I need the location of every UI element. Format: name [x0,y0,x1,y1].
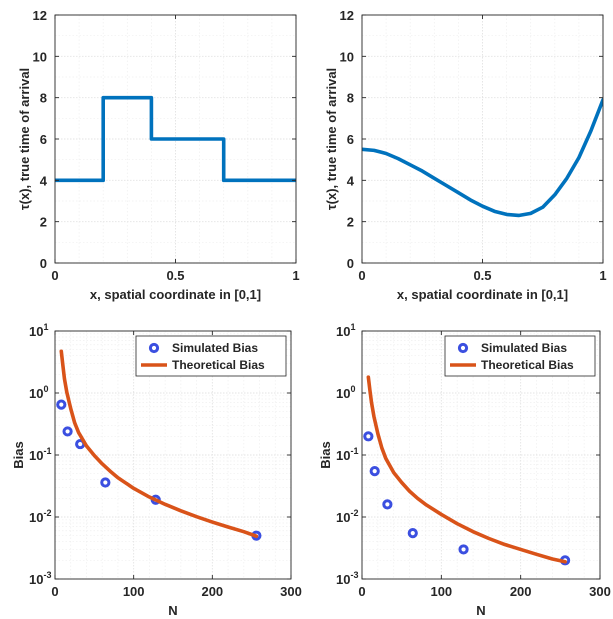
simulated-bias-point [458,544,469,555]
y-axis-label: Bias [11,441,26,468]
y-tick-label: 10-3 [29,570,51,587]
y-tick-label: 2 [347,215,354,230]
y-tick-label: 10-1 [336,446,358,463]
simulated-bias-point [363,431,374,442]
x-tick-label: 0.5 [166,268,184,283]
y-tick-label: 10-2 [29,508,51,525]
x-tick-label: 200 [201,584,223,599]
tau-series-line [55,95,296,183]
x-tick-label: 1 [599,268,606,283]
simulated-bias-point [369,465,380,477]
y-tick-label: 8 [347,91,354,106]
y-tick-label: 101 [336,322,355,339]
x-tick-label: 200 [510,584,532,599]
y-tick-label: 100 [29,384,48,401]
y-tick-label: 8 [40,91,47,106]
y-tick-label: 10-2 [336,508,358,525]
legend-marker-simulated [457,342,469,354]
y-tick-label: 100 [336,384,355,401]
data-layer [363,375,571,566]
y-tick-label: 101 [29,322,48,339]
legend: Simulated Bias Theoretical Bias [444,335,596,377]
tau-series-line [362,97,603,218]
y-tick-label: 10-3 [336,570,358,587]
y-tick-label: 12 [33,8,47,23]
theoretical-bias-line [366,375,567,564]
x-axis-label: x, spatial coordinate in [0,1] [397,287,568,302]
legend-label: Theoretical Bias [172,358,265,372]
y-tick-label: 6 [40,132,47,147]
y-tick-label: 4 [40,173,48,188]
data-layer [56,349,262,541]
x-tick-label: 0 [358,268,365,283]
x-tick-label: 1 [292,268,299,283]
chart-bl: 0 100 200 300 10-3 10-2 10-1 100 101 N Bias Simulat… [11,322,302,618]
legend-box [444,335,596,377]
y-tick-label: 10 [340,49,354,64]
y-tick-label: 0 [40,256,47,271]
legend-label: Simulated Bias [481,341,567,355]
y-tick-label: 2 [40,215,47,230]
y-tick-label: 10 [33,49,47,64]
data-layer [362,97,603,218]
x-axis-label: N [168,603,177,618]
simulated-bias-point [62,426,73,437]
legend-label: Theoretical Bias [481,358,574,372]
y-axis-label: τ(x), true time of arrival [324,68,339,210]
x-tick-label: 0 [51,268,58,283]
x-tick-label: 100 [430,584,452,599]
x-tick-label: 300 [280,584,302,599]
simulated-bias-point [407,527,418,539]
x-tick-label: 300 [589,584,611,599]
simulated-bias-point [382,499,393,510]
x-axis-label: N [476,603,485,618]
y-tick-label: 0 [347,256,354,271]
legend-label: Simulated Bias [172,341,258,355]
x-tick-label: 0 [51,584,58,599]
simulated-bias-point [100,477,111,488]
chart-br: 0 100 200 300 10-3 10-2 10-1 100 101 N Bias Simulat… [318,322,611,618]
legend-marker-simulated [148,342,160,354]
x-tick-label: 0 [358,584,365,599]
y-tick-label: 4 [347,173,355,188]
y-axis-label: τ(x), true time of arrival [17,68,32,210]
y-tick-label: 10-1 [29,446,51,463]
x-axis-label: x, spatial coordinate in [0,1] [90,287,261,302]
y-tick-label: 6 [347,132,354,147]
y-tick-label: 12 [340,8,354,23]
data-layer [55,95,296,183]
simulated-bias-point [56,399,67,410]
y-axis-label: Bias [318,441,333,468]
x-tick-label: 0.5 [473,268,491,283]
legend: Simulated Bias Theoretical Bias [135,335,287,377]
legend-box [135,335,287,377]
theoretical-bias-line [59,349,259,539]
x-tick-label: 100 [123,584,145,599]
